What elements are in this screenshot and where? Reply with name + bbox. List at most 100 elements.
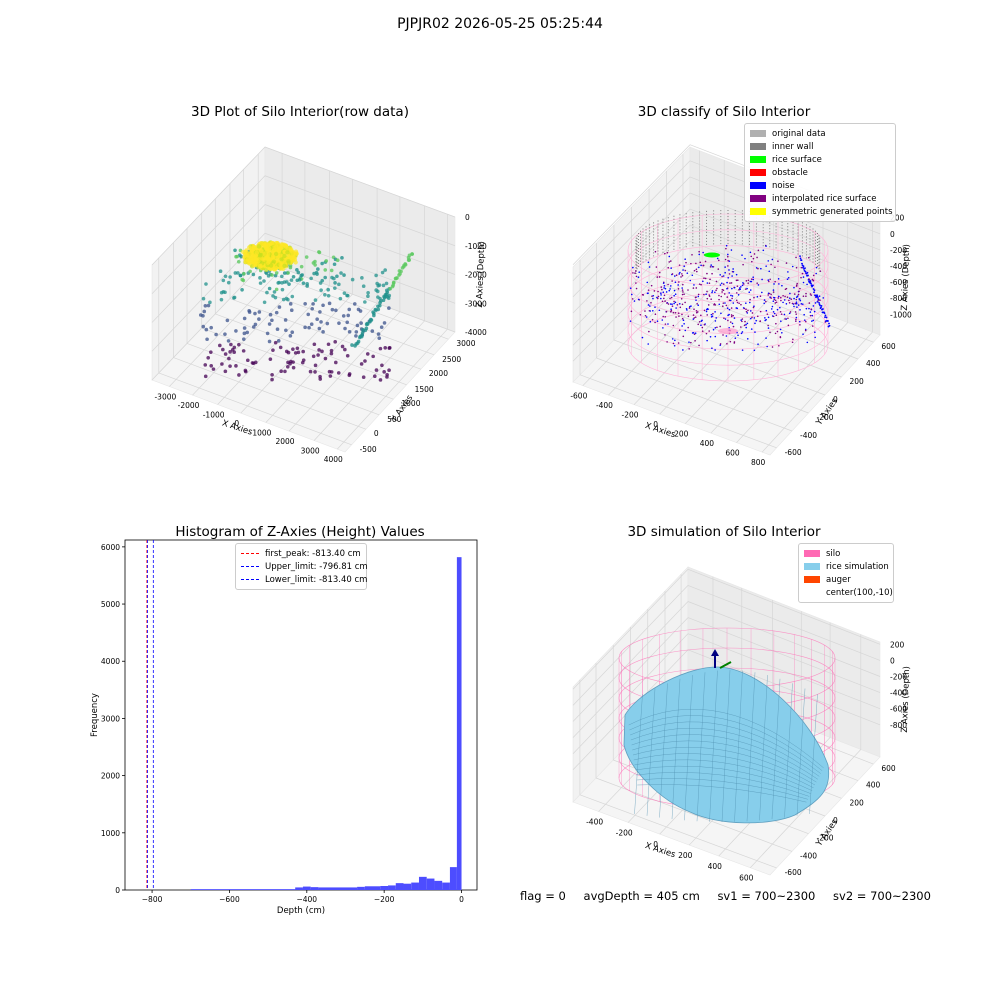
p2-noise-point bbox=[821, 311, 824, 314]
p1-point bbox=[361, 327, 365, 332]
p1-point bbox=[353, 344, 357, 348]
p1-point bbox=[272, 253, 277, 259]
p2-noise-point bbox=[813, 291, 815, 294]
p2-point bbox=[670, 309, 673, 312]
p2-point bbox=[774, 266, 776, 269]
p1-point bbox=[261, 257, 266, 263]
p1-point bbox=[285, 251, 291, 256]
p2-point bbox=[691, 253, 693, 256]
p2-noise-point bbox=[799, 255, 801, 258]
p1-point bbox=[263, 244, 269, 249]
p1-point bbox=[289, 308, 294, 313]
p3-bar bbox=[357, 886, 365, 890]
p1-point bbox=[228, 275, 232, 279]
p1-point bbox=[264, 246, 269, 251]
p1-point bbox=[301, 281, 306, 286]
p1-point bbox=[286, 256, 291, 261]
p2-point bbox=[761, 291, 763, 294]
p1-point bbox=[270, 257, 275, 262]
p2-y-tick-label: -600 bbox=[785, 448, 802, 457]
p2-point bbox=[664, 315, 667, 318]
p2-point bbox=[722, 283, 725, 285]
p2-point bbox=[662, 291, 665, 294]
p2-point bbox=[755, 319, 757, 322]
p1-point bbox=[270, 242, 275, 247]
p1-point bbox=[253, 251, 258, 257]
p1-point bbox=[266, 257, 272, 263]
p4-legend-label: rice simulation bbox=[826, 561, 889, 572]
p2-point bbox=[678, 329, 681, 332]
p1-point bbox=[267, 258, 273, 264]
p2-point bbox=[795, 301, 798, 303]
p2-noise-point bbox=[827, 320, 829, 322]
p2-point bbox=[654, 306, 656, 308]
p1-point bbox=[343, 347, 347, 352]
p2-z-tick-label: -200 bbox=[890, 246, 907, 255]
p1-point bbox=[334, 308, 338, 313]
p2-point bbox=[736, 307, 739, 310]
p1-point bbox=[350, 343, 354, 347]
p3-bars bbox=[190, 557, 462, 890]
p1-point bbox=[263, 241, 269, 246]
p2-point bbox=[681, 317, 684, 320]
p1-z-grid-left bbox=[151, 261, 266, 381]
p2-point bbox=[749, 251, 752, 254]
p1-point bbox=[275, 250, 281, 256]
p2-point bbox=[651, 318, 654, 321]
p1-point bbox=[387, 346, 392, 350]
p1-point bbox=[247, 257, 252, 261]
p2-legend-label: interpolated rice surface bbox=[772, 193, 877, 204]
p1-point bbox=[268, 242, 273, 247]
p2-point bbox=[710, 264, 712, 266]
panel1-title: 3D Plot of Silo Interior(row data) bbox=[191, 104, 409, 120]
p1-point bbox=[267, 242, 273, 248]
p2-point bbox=[704, 277, 707, 280]
p1-point bbox=[250, 247, 255, 253]
p2-point bbox=[819, 270, 822, 272]
p2-point bbox=[772, 311, 775, 313]
p2-point bbox=[801, 303, 804, 305]
p1-point bbox=[288, 252, 293, 257]
p2-point bbox=[652, 297, 654, 300]
p2-noise-point bbox=[813, 289, 816, 292]
p4-x-grid bbox=[750, 749, 862, 868]
p1-point bbox=[274, 245, 280, 250]
p2-point bbox=[770, 293, 772, 296]
p3-legend-label: Upper_limit: -796.81 cm bbox=[265, 561, 368, 572]
p1-point bbox=[232, 296, 236, 300]
p1-point bbox=[252, 253, 257, 259]
p2-point bbox=[816, 301, 819, 303]
p1-point bbox=[259, 251, 264, 257]
p2-point bbox=[724, 258, 727, 261]
p2-point bbox=[767, 292, 770, 295]
p1-point bbox=[270, 243, 275, 249]
p3-bar bbox=[388, 885, 396, 890]
p2-point bbox=[688, 307, 691, 309]
p1-point bbox=[251, 361, 256, 366]
p2-ring bbox=[627, 277, 829, 350]
p2-point bbox=[664, 323, 667, 325]
p2-point bbox=[703, 277, 705, 280]
p1-point bbox=[273, 243, 279, 248]
p2-point bbox=[641, 293, 644, 296]
p2-point bbox=[663, 285, 666, 287]
p2-point bbox=[743, 324, 746, 327]
p2-point bbox=[648, 309, 651, 312]
p1-point bbox=[242, 337, 246, 341]
p2-point bbox=[682, 349, 684, 351]
p4-auger-arrow-head bbox=[711, 649, 719, 656]
p4-z-grid-left bbox=[572, 601, 689, 722]
p1-point bbox=[254, 257, 259, 262]
p4-mesh-line bbox=[746, 672, 756, 822]
p1-scatter-points bbox=[198, 240, 414, 382]
p2-point bbox=[701, 326, 704, 329]
p2-point bbox=[700, 283, 702, 286]
p1-point bbox=[272, 255, 277, 260]
panel3-title: Histogram of Z-Axies (Height) Values bbox=[175, 524, 425, 540]
p1-point bbox=[273, 340, 278, 345]
p1-point bbox=[280, 254, 285, 259]
p1-point bbox=[285, 250, 290, 255]
p2-point bbox=[728, 327, 730, 329]
p2-point bbox=[658, 276, 661, 278]
p4-z-grid-back bbox=[687, 617, 881, 693]
